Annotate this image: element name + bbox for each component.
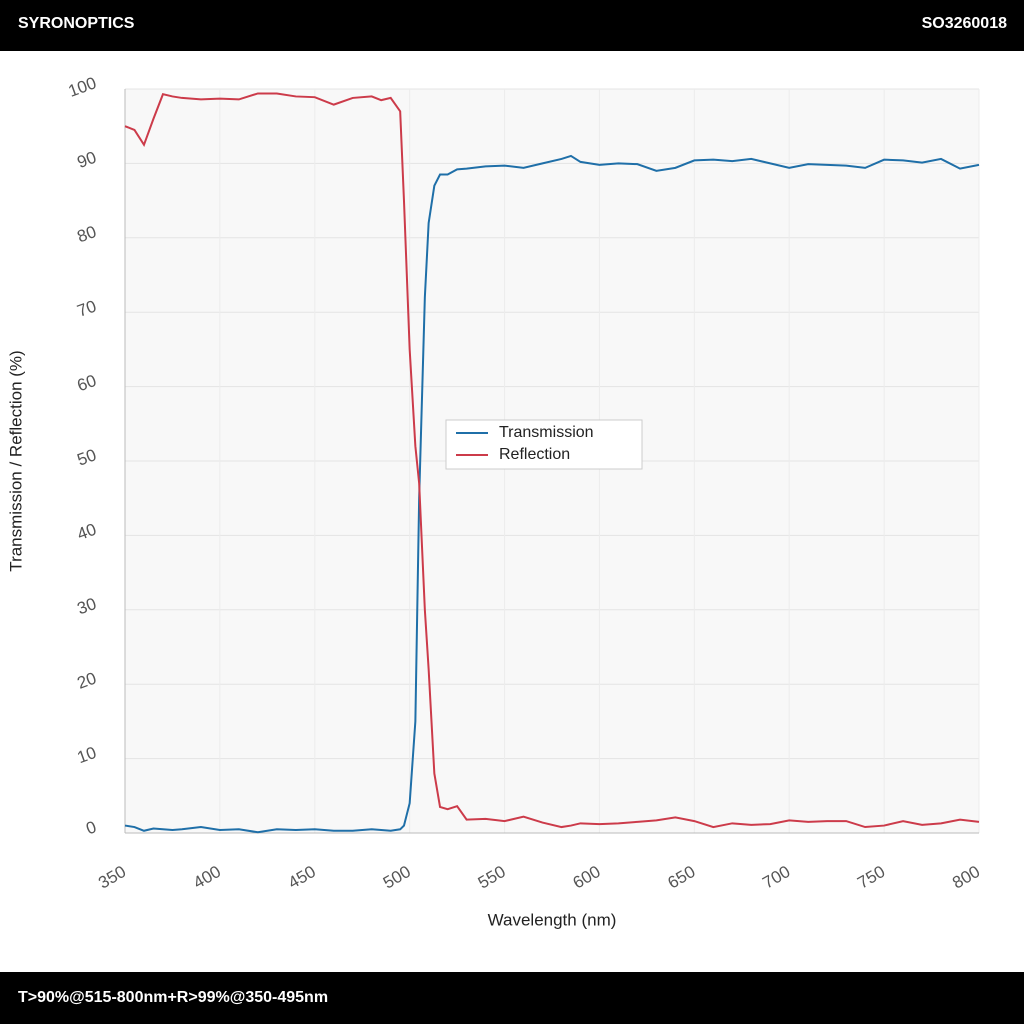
footer: T>90%@515-800nm+R>99%@350-495nm — [0, 972, 1024, 1024]
x-tick-label: 800 — [949, 862, 983, 893]
x-tick-label: 350 — [95, 862, 129, 893]
chart: 0 10 20 30 40 50 60 70 80 90 100 350 400 450 500 550 600… — [6, 73, 983, 929]
x-axis-title: Wavelength (nm) — [488, 910, 617, 929]
x-tick-label: 450 — [285, 862, 319, 893]
y-tick-label: 40 — [75, 520, 99, 544]
y-tick-label: 50 — [75, 445, 99, 469]
x-tick-label: 600 — [570, 862, 604, 893]
y-tick-label: 60 — [75, 371, 99, 395]
y-tick-label: 70 — [75, 297, 99, 321]
y-tick-label: 90 — [75, 148, 99, 172]
x-tick-label: 400 — [190, 862, 224, 893]
y-tick-label: 10 — [75, 743, 99, 767]
brand: SYRONOPTICS — [18, 15, 135, 32]
legend-box — [445, 419, 643, 470]
y-axis-title: Transmission / Reflection (%) — [6, 350, 25, 571]
product-code: SO3260018 — [921, 15, 1007, 32]
y-tick-label: 20 — [75, 669, 99, 693]
x-tick-label: 500 — [380, 862, 414, 893]
legend-label: Reflection — [499, 446, 570, 463]
y-tick-label: 100 — [66, 73, 99, 101]
series-line — [124, 154, 980, 834]
x-tick-label: 750 — [854, 862, 888, 893]
series-line — [124, 92, 980, 829]
y-tick-label: 80 — [75, 222, 99, 246]
spec: T>90%@515-800nm+R>99%@350-495nm — [18, 989, 329, 1006]
x-tick-label: 650 — [665, 862, 699, 893]
header: SYRONOPTICS SO3260018 — [0, 0, 1024, 51]
y-tick-label: 30 — [75, 594, 99, 618]
x-tick-label: 700 — [759, 862, 793, 893]
legend-label: Transmission — [499, 424, 594, 441]
y-tick-label: 0 — [83, 817, 98, 838]
x-tick-label: 550 — [475, 862, 509, 893]
